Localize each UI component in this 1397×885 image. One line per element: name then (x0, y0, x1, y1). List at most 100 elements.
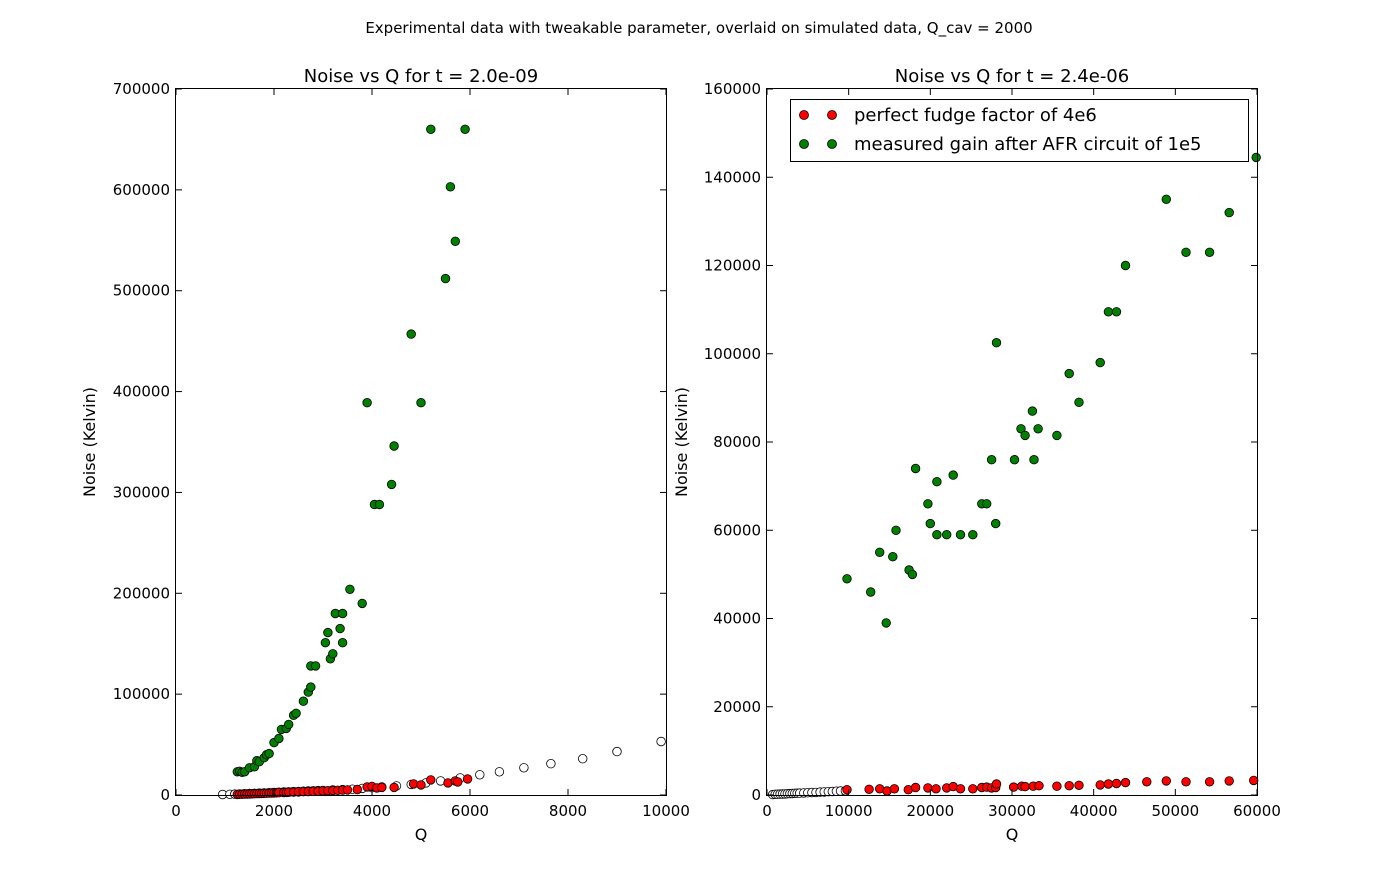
data-point-green (320, 638, 331, 648)
data-point-red (1074, 780, 1084, 791)
data-point-red (1020, 781, 1030, 792)
data-point-green (323, 627, 333, 638)
data-point-white (546, 759, 556, 769)
data-point-red (842, 785, 852, 795)
y-tick-label: 20000 (713, 698, 761, 716)
data-point-green (925, 518, 936, 529)
legend-box (790, 99, 1249, 162)
data-point-red (1204, 777, 1215, 787)
data-point-red (889, 784, 900, 794)
data-point-green (362, 398, 372, 408)
y-tick-label: 40000 (713, 610, 761, 628)
data-point-red (931, 784, 941, 794)
x-tick-label: 2000 (255, 802, 293, 820)
x-tick-label: 4000 (353, 802, 391, 820)
left-axis-ticks: 0 2000 4000 6000 8000 10000010000020000030000… (113, 80, 690, 820)
data-point-green (337, 638, 348, 648)
data-point-red (955, 784, 966, 794)
data-point-green (875, 547, 885, 558)
y-tick-label: 60000 (713, 521, 761, 539)
x-tick-label: 60000 (1233, 802, 1281, 820)
data-point-green (386, 479, 397, 490)
data-point-green (1251, 152, 1261, 163)
data-point-green (460, 124, 470, 135)
data-point-green (374, 499, 385, 510)
left-subplot-title: Noise vs Q for t = 2.0e-09 (304, 66, 538, 87)
x-tick-label: 50000 (1151, 802, 1199, 820)
right-subplot: Noise vs Q for t = 2.4e-06 Q Noise (Kelv… (672, 66, 1281, 844)
right-x-axis-label: Q (1006, 825, 1019, 844)
data-point-green (445, 182, 456, 192)
data-point-green (1204, 247, 1215, 258)
data-point-green (406, 329, 416, 339)
data-point-green (416, 398, 426, 408)
data-point-green (1016, 424, 1026, 434)
data-point-green (328, 649, 338, 659)
data-point-red (377, 782, 387, 793)
data-point-green (284, 719, 294, 730)
y-tick-label: 120000 (704, 257, 761, 275)
data-point-white (519, 763, 529, 773)
data-point-green (426, 124, 436, 135)
data-point-green (1033, 424, 1043, 434)
legend-red-marker (827, 110, 837, 120)
right-y-axis-label: Noise (Kelvin) (672, 387, 691, 497)
data-point-red (1064, 781, 1074, 791)
data-point-red (923, 783, 933, 793)
data-point-red (1008, 782, 1019, 792)
y-tick-label: 200000 (113, 584, 170, 602)
data-point-red (1142, 777, 1152, 787)
data-point-green (968, 530, 978, 540)
data-point-red (910, 782, 921, 793)
legend-label-red: perfect fudge factor of 4e6 (854, 105, 1097, 126)
figure-title: Experimental data with tweakable paramet… (365, 19, 1032, 38)
data-point-red (1052, 781, 1062, 791)
data-point-green (1027, 406, 1038, 416)
data-point-red (1161, 776, 1172, 786)
data-point-green (1052, 430, 1062, 441)
data-point-green (337, 608, 348, 619)
data-point-white (475, 770, 485, 780)
data-point-green (1111, 307, 1122, 317)
data-point-green (942, 530, 952, 540)
data-point-white (494, 767, 505, 777)
x-tick-label: 10000 (642, 802, 690, 820)
x-tick-label: 40000 (1070, 802, 1118, 820)
data-point-red (462, 774, 473, 784)
data-point-red (1224, 776, 1234, 786)
data-point-green (948, 470, 958, 480)
data-point-green (1224, 207, 1234, 218)
data-point-green (1074, 397, 1084, 408)
data-point-green (955, 530, 966, 540)
left-plot-markers (217, 124, 666, 800)
x-tick-label: 20000 (906, 802, 954, 820)
left-x-axis-label: Q (415, 825, 428, 844)
data-point-green (291, 708, 301, 719)
data-point-green (923, 499, 933, 509)
legend: perfect fudge factor of 4e6 measured gai… (790, 99, 1249, 162)
data-point-green (991, 338, 1002, 348)
left-subplot: Noise vs Q for t = 2.0e-09 Q Noise (Kelv… (80, 66, 690, 844)
x-tick-label: 0 (762, 802, 772, 820)
data-point-green (1181, 247, 1191, 258)
data-point-green (357, 598, 367, 609)
y-tick-label: 160000 (704, 80, 761, 98)
x-tick-label: 0 (171, 802, 181, 820)
data-point-green (1161, 194, 1172, 205)
legend-green-marker (799, 139, 809, 149)
data-point-red (1034, 781, 1044, 791)
legend-green-marker (827, 139, 837, 149)
y-tick-label: 100000 (113, 685, 170, 703)
data-point-red (352, 784, 363, 795)
data-point-red (1181, 777, 1191, 787)
data-point-green (1064, 368, 1074, 379)
data-point-green (932, 530, 942, 540)
data-point-green (1029, 455, 1039, 465)
right-plot-frame (766, 88, 1258, 796)
y-tick-label: 0 (751, 786, 761, 804)
data-point-red (1095, 780, 1105, 790)
data-point-green (982, 499, 992, 509)
right-subplot-title: Noise vs Q for t = 2.4e-06 (895, 66, 1129, 87)
data-point-green (910, 463, 921, 474)
